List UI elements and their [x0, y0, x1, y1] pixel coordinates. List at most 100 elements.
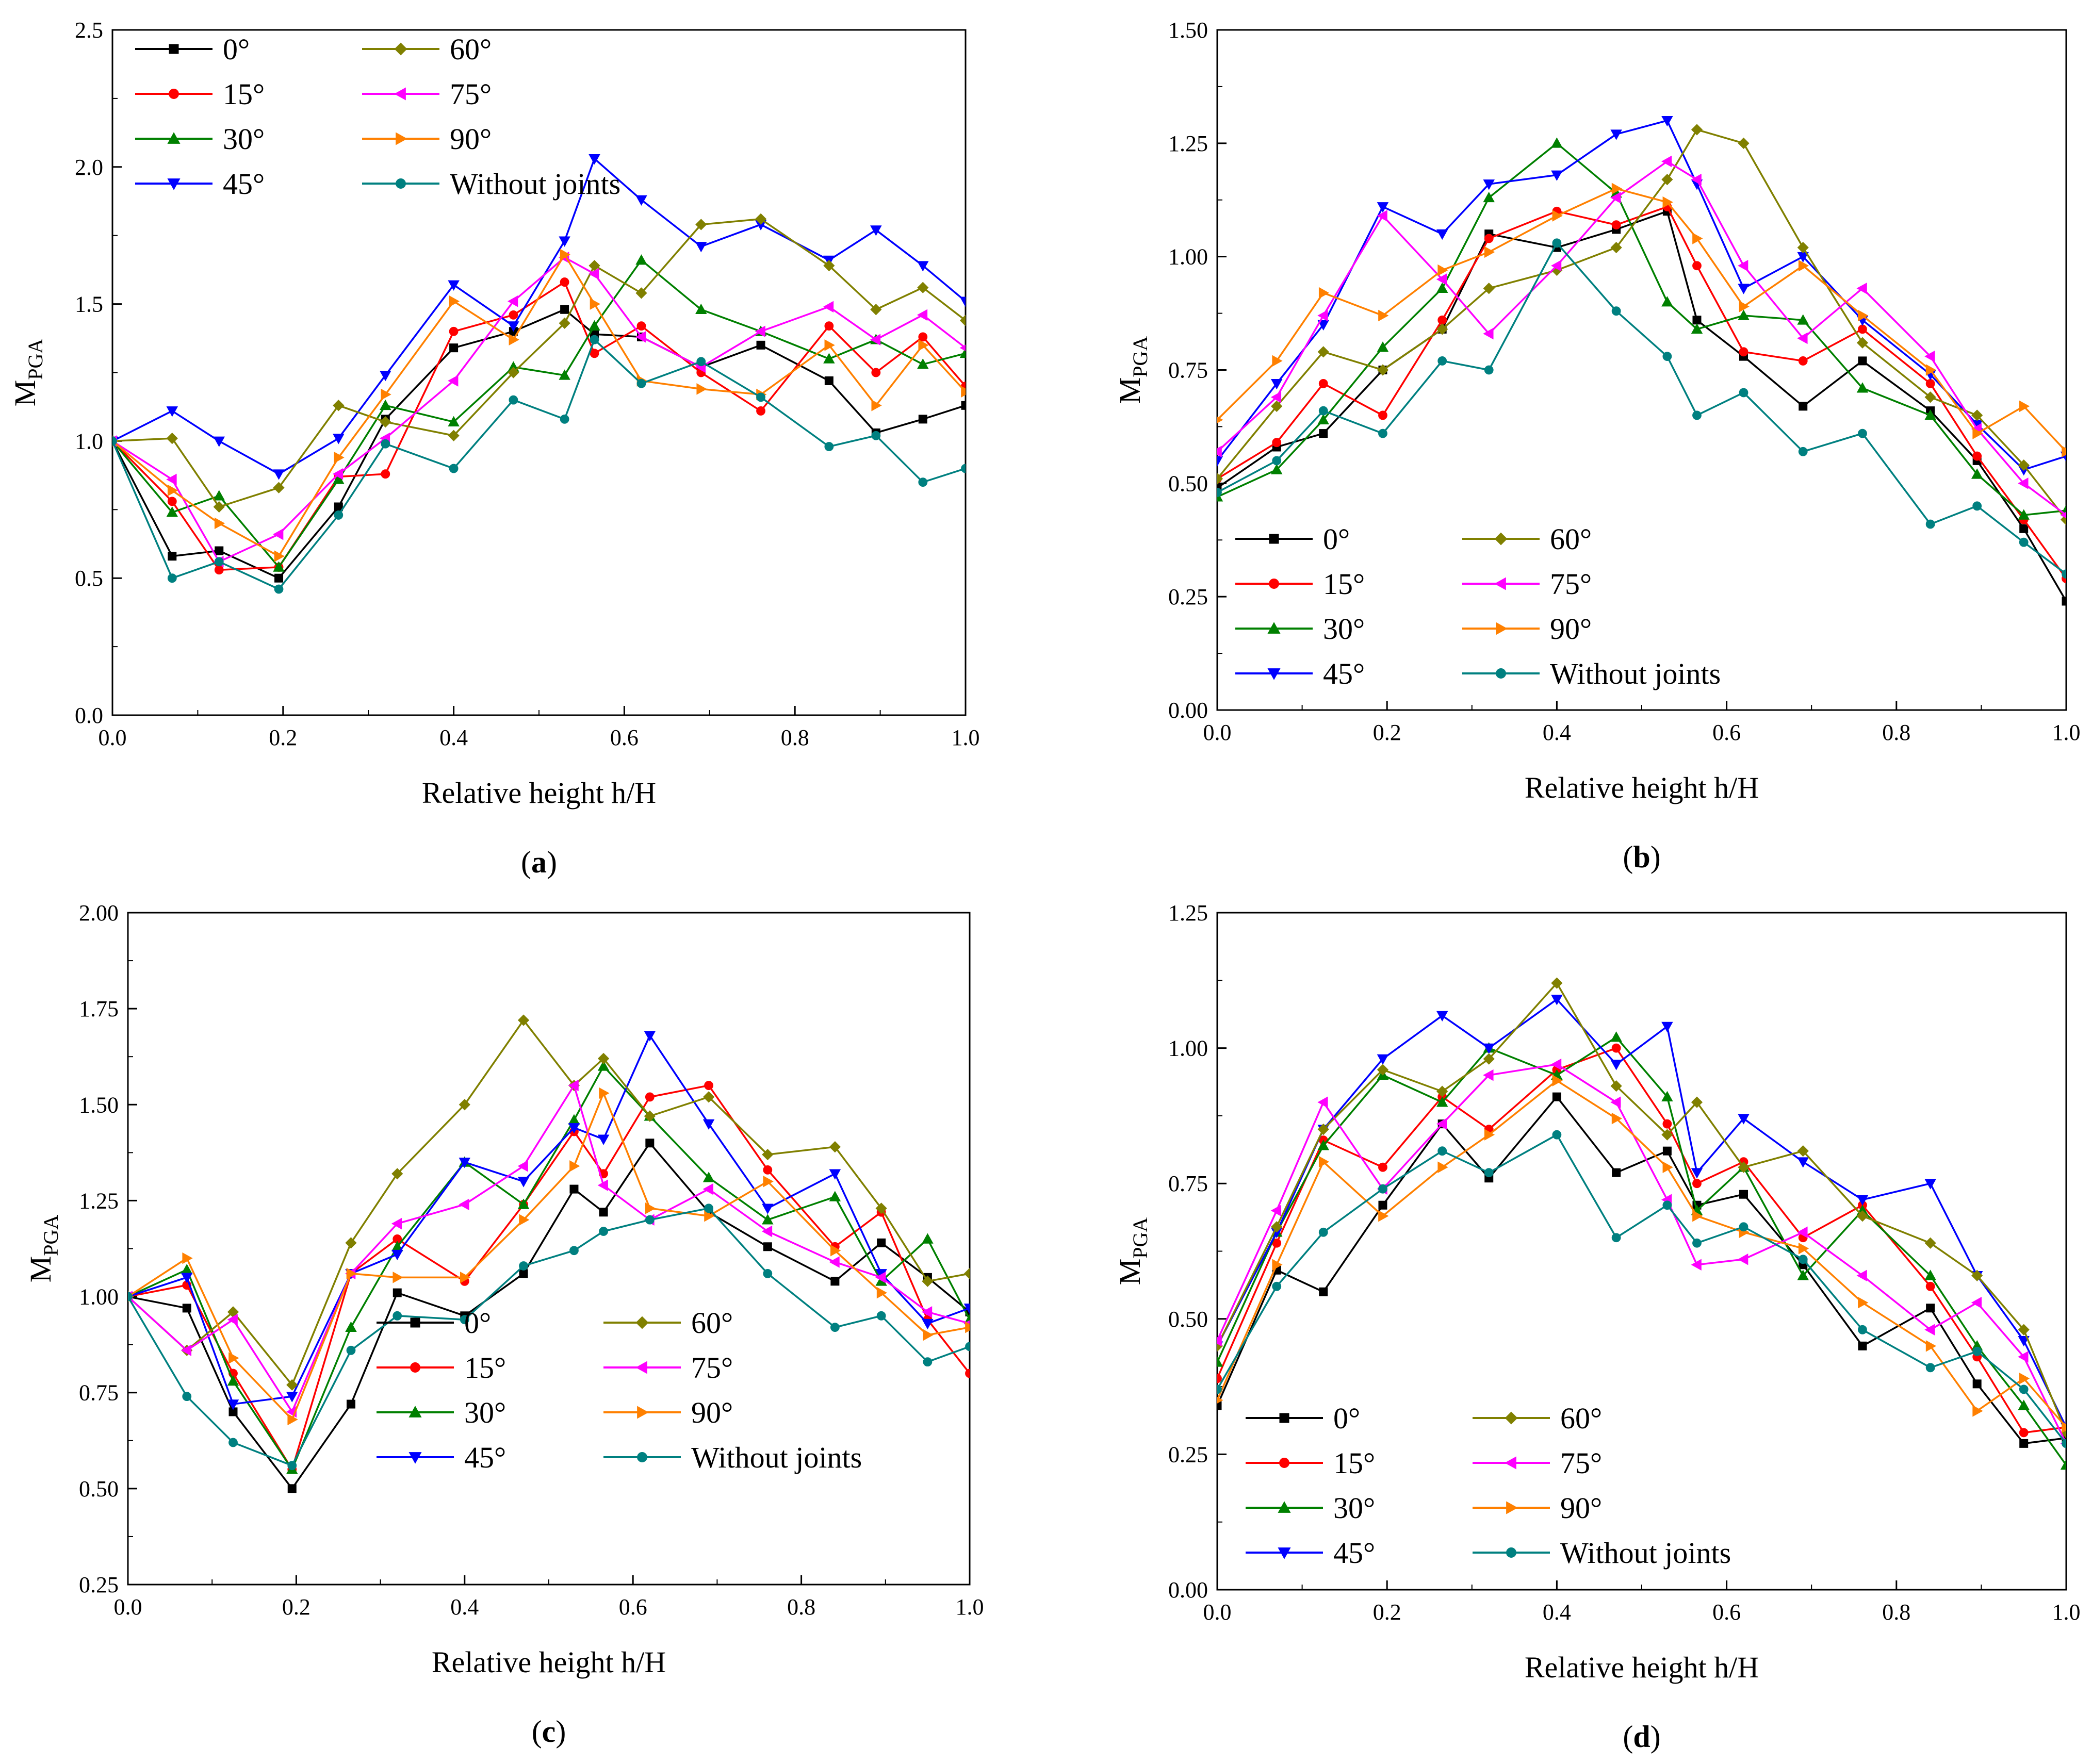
data-point: [1738, 1161, 1750, 1173]
data-point: [597, 1052, 610, 1065]
data-point: [1924, 409, 1936, 420]
data-point: [1217, 1401, 1222, 1410]
y-tick-label: 1.50: [1168, 18, 1208, 43]
data-point: [756, 340, 765, 350]
series-group-d: [1217, 977, 2066, 1470]
data-point: [1317, 320, 1329, 331]
data-point: [166, 473, 177, 486]
legend-label: 30°: [1333, 1491, 1375, 1525]
legend-marker: [1269, 579, 1279, 589]
legend-label: 0°: [223, 32, 250, 66]
data-point: [449, 295, 460, 307]
data-point: [1691, 1096, 1703, 1108]
legend-marker: [1278, 1501, 1291, 1513]
data-point: [1692, 316, 1702, 325]
legend-label: 75°: [450, 77, 492, 111]
y-tick-label: 1.00: [79, 1284, 119, 1310]
legend-marker: [1279, 1458, 1289, 1468]
data-point: [696, 383, 707, 395]
data-point: [1661, 1021, 1673, 1033]
legend-label: Without joints: [1560, 1536, 1731, 1570]
data-point: [965, 1342, 970, 1351]
data-point: [1662, 196, 1673, 208]
data-point: [1318, 406, 1328, 416]
legend-marker: [1269, 534, 1279, 544]
legend-label: 60°: [450, 32, 492, 66]
data-point: [166, 432, 178, 444]
legend-label: 30°: [464, 1396, 506, 1429]
x-axis-title: Relative height h/H: [1525, 771, 1759, 804]
data-point: [762, 1204, 774, 1214]
data-point: [870, 334, 881, 345]
data-point: [1691, 323, 1703, 334]
data-point: [215, 546, 224, 555]
y-tick-label: 0.50: [1168, 471, 1208, 496]
data-point: [1739, 388, 1748, 398]
data-point: [917, 309, 928, 321]
data-point: [1692, 261, 1702, 271]
data-point: [1484, 1168, 1494, 1178]
legend-label: 90°: [1550, 612, 1592, 646]
legend-label: 45°: [1323, 657, 1365, 690]
data-point: [1483, 283, 1495, 294]
data-point: [830, 1277, 840, 1286]
data-point: [519, 1261, 528, 1271]
data-point: [1317, 346, 1329, 358]
data-point: [568, 1114, 580, 1125]
x-tick-label: 1.0: [952, 725, 980, 750]
data-point: [274, 550, 285, 562]
data-point: [569, 1160, 580, 1172]
data-point: [871, 400, 882, 411]
data-point: [227, 1313, 238, 1326]
data-point: [1612, 1168, 1621, 1177]
data-point: [560, 249, 571, 261]
data-point: [1550, 1058, 1562, 1070]
data-point: [1924, 1270, 1936, 1280]
legend-marker: [410, 1362, 420, 1373]
data-point: [1319, 429, 1328, 438]
data-point: [1378, 1210, 1389, 1222]
legend-marker: [169, 44, 179, 54]
data-point: [963, 1304, 970, 1314]
data-point: [449, 326, 459, 336]
data-point: [695, 219, 707, 230]
caption-letter: d: [1633, 1720, 1650, 1754]
data-point: [1797, 241, 1809, 254]
data-point: [1272, 355, 1283, 367]
data-point: [963, 1267, 970, 1280]
x-tick-label: 0.2: [282, 1594, 310, 1620]
legend-label: 90°: [1560, 1491, 1602, 1525]
caption-close: ): [547, 845, 557, 879]
data-point: [918, 477, 928, 487]
data-point: [1972, 1405, 1983, 1417]
data-point: [2018, 1324, 2030, 1336]
data-point: [1692, 410, 1702, 420]
data-point: [1437, 356, 1447, 366]
y-axis-title: MPGA: [1113, 336, 1152, 404]
data-point: [824, 339, 835, 351]
data-point: [1552, 1075, 1563, 1086]
x-tick-label: 0.4: [1543, 720, 1571, 745]
data-point: [1484, 365, 1494, 375]
data-point: [918, 332, 928, 342]
caption-open: (: [1623, 840, 1633, 874]
data-point: [1610, 192, 1621, 204]
data-point: [702, 1119, 715, 1130]
data-point: [961, 464, 966, 473]
data-point: [635, 254, 647, 265]
data-point: [167, 497, 177, 506]
legend-label: 45°: [1333, 1536, 1375, 1570]
data-point: [2060, 1459, 2066, 1470]
data-point: [1924, 391, 1936, 403]
y-tick-label: 1.75: [79, 996, 119, 1021]
data-point: [1972, 1346, 1982, 1356]
data-point: [1436, 1011, 1448, 1022]
x-tick-label: 0.8: [787, 1594, 815, 1620]
series-line: [112, 259, 966, 568]
data-point: [448, 375, 459, 387]
data-point: [1552, 238, 1562, 248]
legend-marker: [1267, 622, 1281, 634]
series-line: [1217, 120, 2066, 471]
data-point: [1972, 427, 1983, 439]
